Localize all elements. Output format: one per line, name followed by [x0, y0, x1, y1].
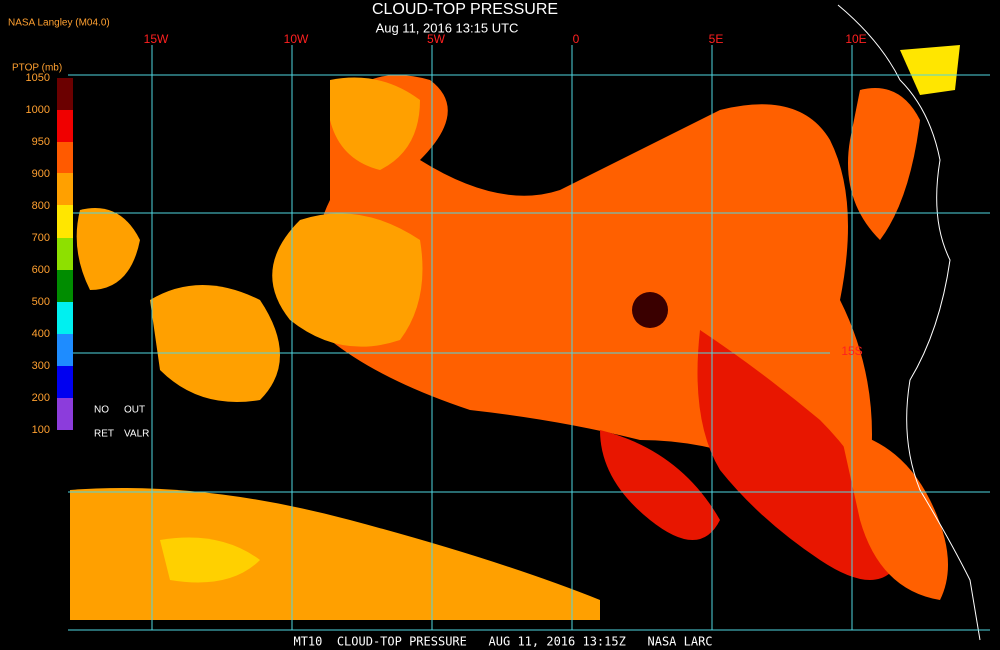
legend-note: NO	[94, 405, 109, 416]
longitude-labels: 15W 10W 5W 0 5E 10E	[144, 32, 867, 46]
colorbar-label: 400	[32, 328, 50, 340]
title: CLOUD-TOP PRESSURE	[372, 1, 558, 18]
colorbar-label: 300	[32, 360, 50, 372]
legend-note: VALR	[124, 429, 149, 440]
credit: NASA Langley (M04.0)	[8, 18, 110, 29]
colorbar-label: 900	[32, 168, 50, 180]
lon-label: 10W	[284, 32, 309, 46]
colorbar-label: 800	[32, 200, 50, 212]
colorbar-label: 1000	[26, 104, 50, 116]
colorbar-label: 700	[32, 232, 50, 244]
colorbar-label: 200	[32, 392, 50, 404]
lat-label: 15S	[841, 344, 862, 358]
lon-label: 0	[573, 32, 580, 46]
colorbar-label: 1050	[26, 72, 50, 84]
colorbar-label: 100	[32, 424, 50, 436]
colorbar-label: 500	[32, 296, 50, 308]
footer: MT10 CLOUD-TOP PRESSURE AUG 11, 2016 13:…	[293, 635, 712, 649]
graticule	[68, 45, 990, 631]
subtitle: Aug 11, 2016 13:15 UTC	[376, 20, 519, 35]
colorbar-label: 950	[32, 136, 50, 148]
colorbar-labels: 1050 1000 950 900 800 700 600 500 400 300 200 100	[26, 72, 50, 436]
lon-label: 5E	[709, 32, 724, 46]
lon-label: 15W	[144, 32, 169, 46]
legend-note: OUT	[124, 405, 145, 416]
lon-label: 5W	[427, 32, 446, 46]
colorbar-label: 600	[32, 264, 50, 276]
lon-label: 10E	[845, 32, 866, 46]
coastline	[837, 4, 981, 641]
colorbar	[57, 78, 73, 430]
colorbar-title: PTOP (mb)	[12, 63, 62, 74]
legend-note: RET	[94, 429, 114, 440]
